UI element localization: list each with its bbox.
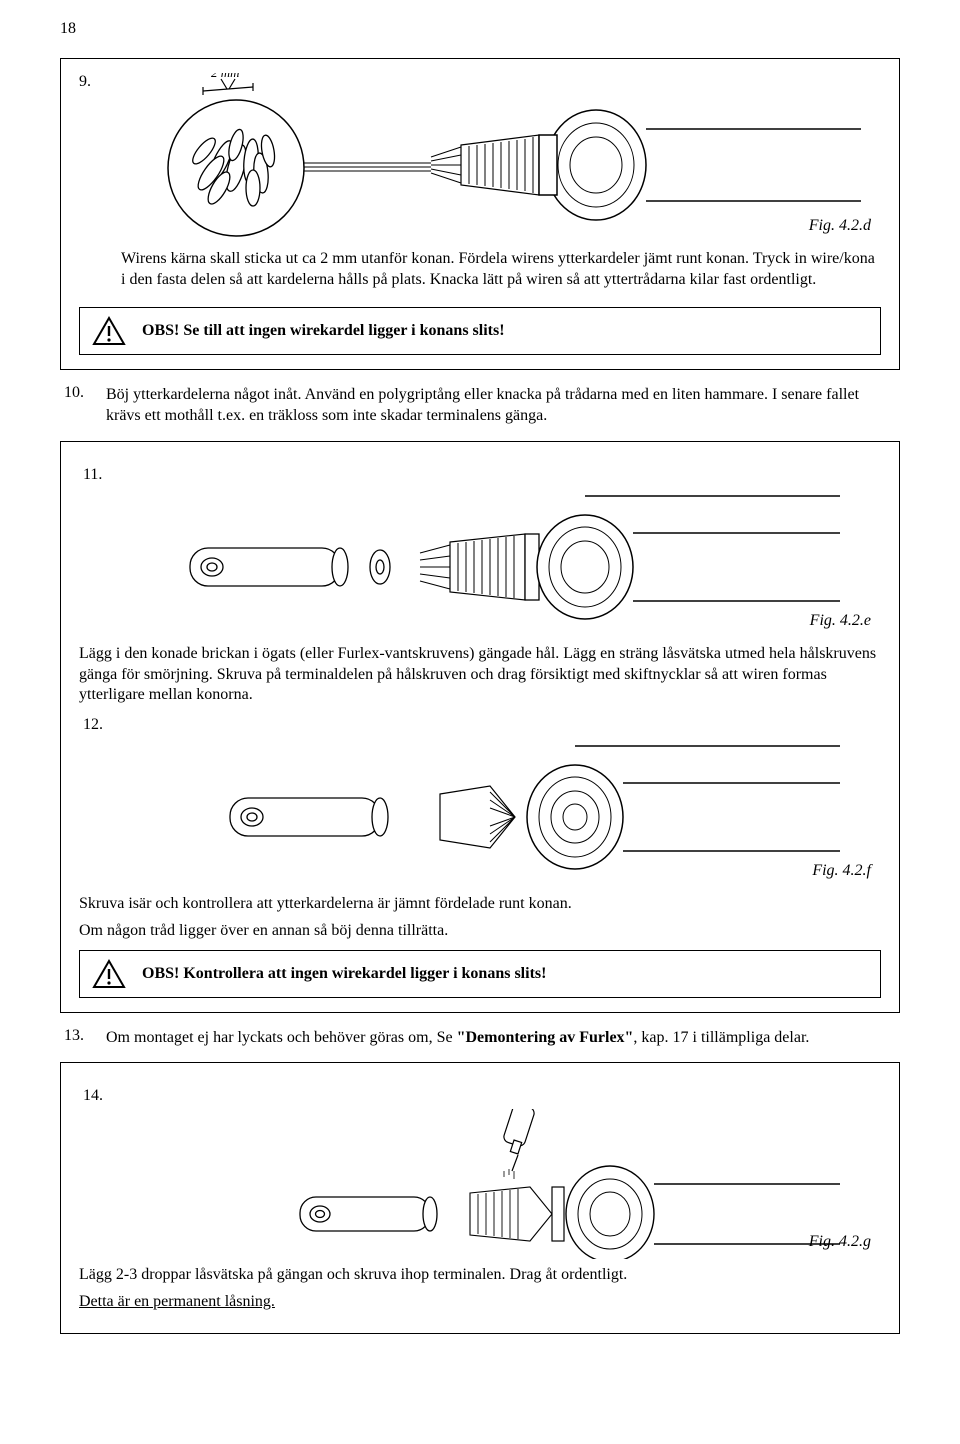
fig-42d-caption: Fig. 4.2.d	[809, 217, 871, 235]
step-10-row: 10. Böj ytterkardelerna något inåt. Anvä…	[60, 384, 900, 427]
step-14-figure-area: Fig. 4.2.g	[79, 1109, 881, 1259]
step-14-box: 14.	[60, 1062, 900, 1334]
step-12-warning-text: OBS! Kontrollera att ingen wirekardel li…	[142, 965, 546, 983]
fig-42e-icon	[120, 488, 840, 638]
step-9-figure-area: 2 mm	[121, 73, 881, 243]
step-11-12-box: 11.	[60, 441, 900, 1013]
step-9-box: 9.	[60, 58, 900, 370]
step-13-text: Om montaget ej har lyckats och behöver g…	[106, 1027, 896, 1049]
step-9-row: 9.	[79, 73, 881, 297]
fig-42f-caption: Fig. 4.2.f	[812, 862, 871, 880]
step-13-text-a: Om montaget ej har lyckats och behöver g…	[106, 1029, 457, 1046]
fig-42g-caption: Fig. 4.2.g	[809, 1233, 871, 1251]
step-11-figure-area: Fig. 4.2.e	[79, 488, 881, 638]
step-10-text: Böj ytterkardelerna något inåt. Använd e…	[106, 384, 896, 427]
step-12-text1: Skruva isär och kontrollera att ytterkar…	[79, 894, 881, 915]
page-root: 18 9.	[0, 0, 960, 1388]
warning-triangle-icon	[92, 959, 126, 989]
step-13-number: 13.	[64, 1027, 106, 1045]
step-13-text-bold: "Demontering av Furlex"	[457, 1029, 634, 1046]
step-14-text2: Detta är en permanent låsning.	[79, 1292, 881, 1313]
step-9-body: 2 mm	[121, 73, 881, 297]
fig-42d-icon: 2 mm	[141, 73, 861, 243]
step-12-warning: OBS! Kontrollera att ingen wirekardel li…	[79, 950, 881, 998]
step-13-row: 13. Om montaget ej har lyckats och behöv…	[60, 1027, 900, 1049]
mm-label: 2 mm	[211, 73, 240, 80]
step-13-text-b: , kap. 17 i tillämpliga delar.	[633, 1029, 809, 1046]
step-9-warning-text: OBS! Se till att ingen wirekardel ligger…	[142, 322, 505, 340]
step-12-figure-area: Fig. 4.2.f	[79, 738, 881, 888]
step-9-warning: OBS! Se till att ingen wirekardel ligger…	[79, 307, 881, 355]
step-9-number: 9.	[79, 73, 121, 91]
step-12-text2: Om någon tråd ligger över en annan så bö…	[79, 921, 881, 942]
step-12-number: 12.	[83, 716, 881, 734]
step-14-number: 14.	[83, 1087, 881, 1105]
page-number: 18	[60, 20, 900, 38]
step-11-text: Lägg i den konade brickan i ögats (eller…	[79, 644, 881, 706]
fig-42g-icon	[120, 1109, 840, 1259]
step-14-text1: Lägg 2-3 droppar låsvätska på gängan och…	[79, 1265, 881, 1286]
warning-triangle-icon	[92, 316, 126, 346]
fig-42e-caption: Fig. 4.2.e	[810, 612, 871, 630]
step-10-number: 10.	[64, 384, 106, 402]
step-11-number: 11.	[83, 466, 881, 484]
step-9-text: Wirens kärna skall sticka ut ca 2 mm uta…	[121, 249, 881, 291]
fig-42f-icon	[120, 738, 840, 888]
